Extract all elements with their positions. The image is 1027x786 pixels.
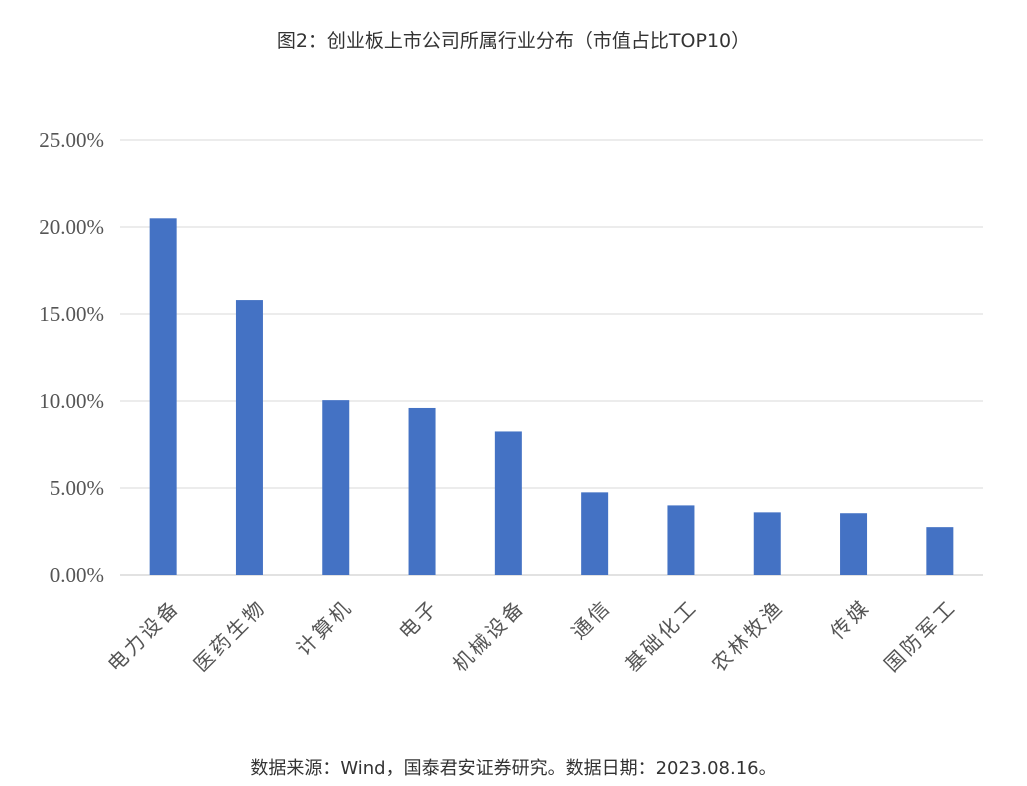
x-tick-label: 国防军工 — [879, 594, 961, 676]
x-tick-label: 基础化工 — [620, 594, 702, 676]
x-tick-label: 电力设备 — [103, 594, 185, 676]
y-tick-label: 20.00% — [39, 215, 104, 239]
bar — [322, 400, 350, 575]
bar — [926, 527, 954, 575]
source-note: 数据来源：Wind，国泰君安证券研究。数据日期：2023.08.16。 — [250, 758, 777, 779]
x-tick-label: 通信 — [567, 594, 616, 643]
x-tick-label: 医药生物 — [189, 594, 271, 676]
bar — [408, 407, 436, 575]
gridlines — [120, 139, 983, 576]
x-tick-label: 计算机 — [291, 594, 357, 660]
bar — [840, 513, 868, 575]
y-axis-ticks: 0.00% 5.00% 10.00% 15.00% 20.00% 25.00% — [39, 128, 104, 587]
y-tick-label: 10.00% — [39, 389, 104, 413]
bar — [753, 512, 781, 575]
x-tick-label: 农林牧渔 — [707, 594, 789, 676]
x-tick-label: 机械设备 — [448, 594, 530, 676]
x-tick-label: 电子 — [394, 594, 443, 643]
bar — [235, 300, 263, 575]
chart-title: 图2：创业板上市公司所属行业分布（市值占比TOP10） — [276, 30, 751, 52]
bar — [494, 431, 522, 575]
bar — [667, 505, 695, 575]
x-axis-labels: 电力设备 医药生物 计算机 电子 机械设备 通信 基础化工 农林牧渔 传媒 国防军工 — [103, 594, 962, 676]
y-tick-label: 15.00% — [39, 302, 104, 326]
y-tick-label: 0.00% — [50, 563, 104, 587]
x-tick-label: 传媒 — [825, 594, 874, 643]
bars — [149, 218, 954, 576]
bar — [149, 218, 177, 576]
y-tick-label: 5.00% — [50, 476, 104, 500]
bar — [581, 492, 609, 575]
y-tick-label: 25.00% — [39, 128, 104, 152]
